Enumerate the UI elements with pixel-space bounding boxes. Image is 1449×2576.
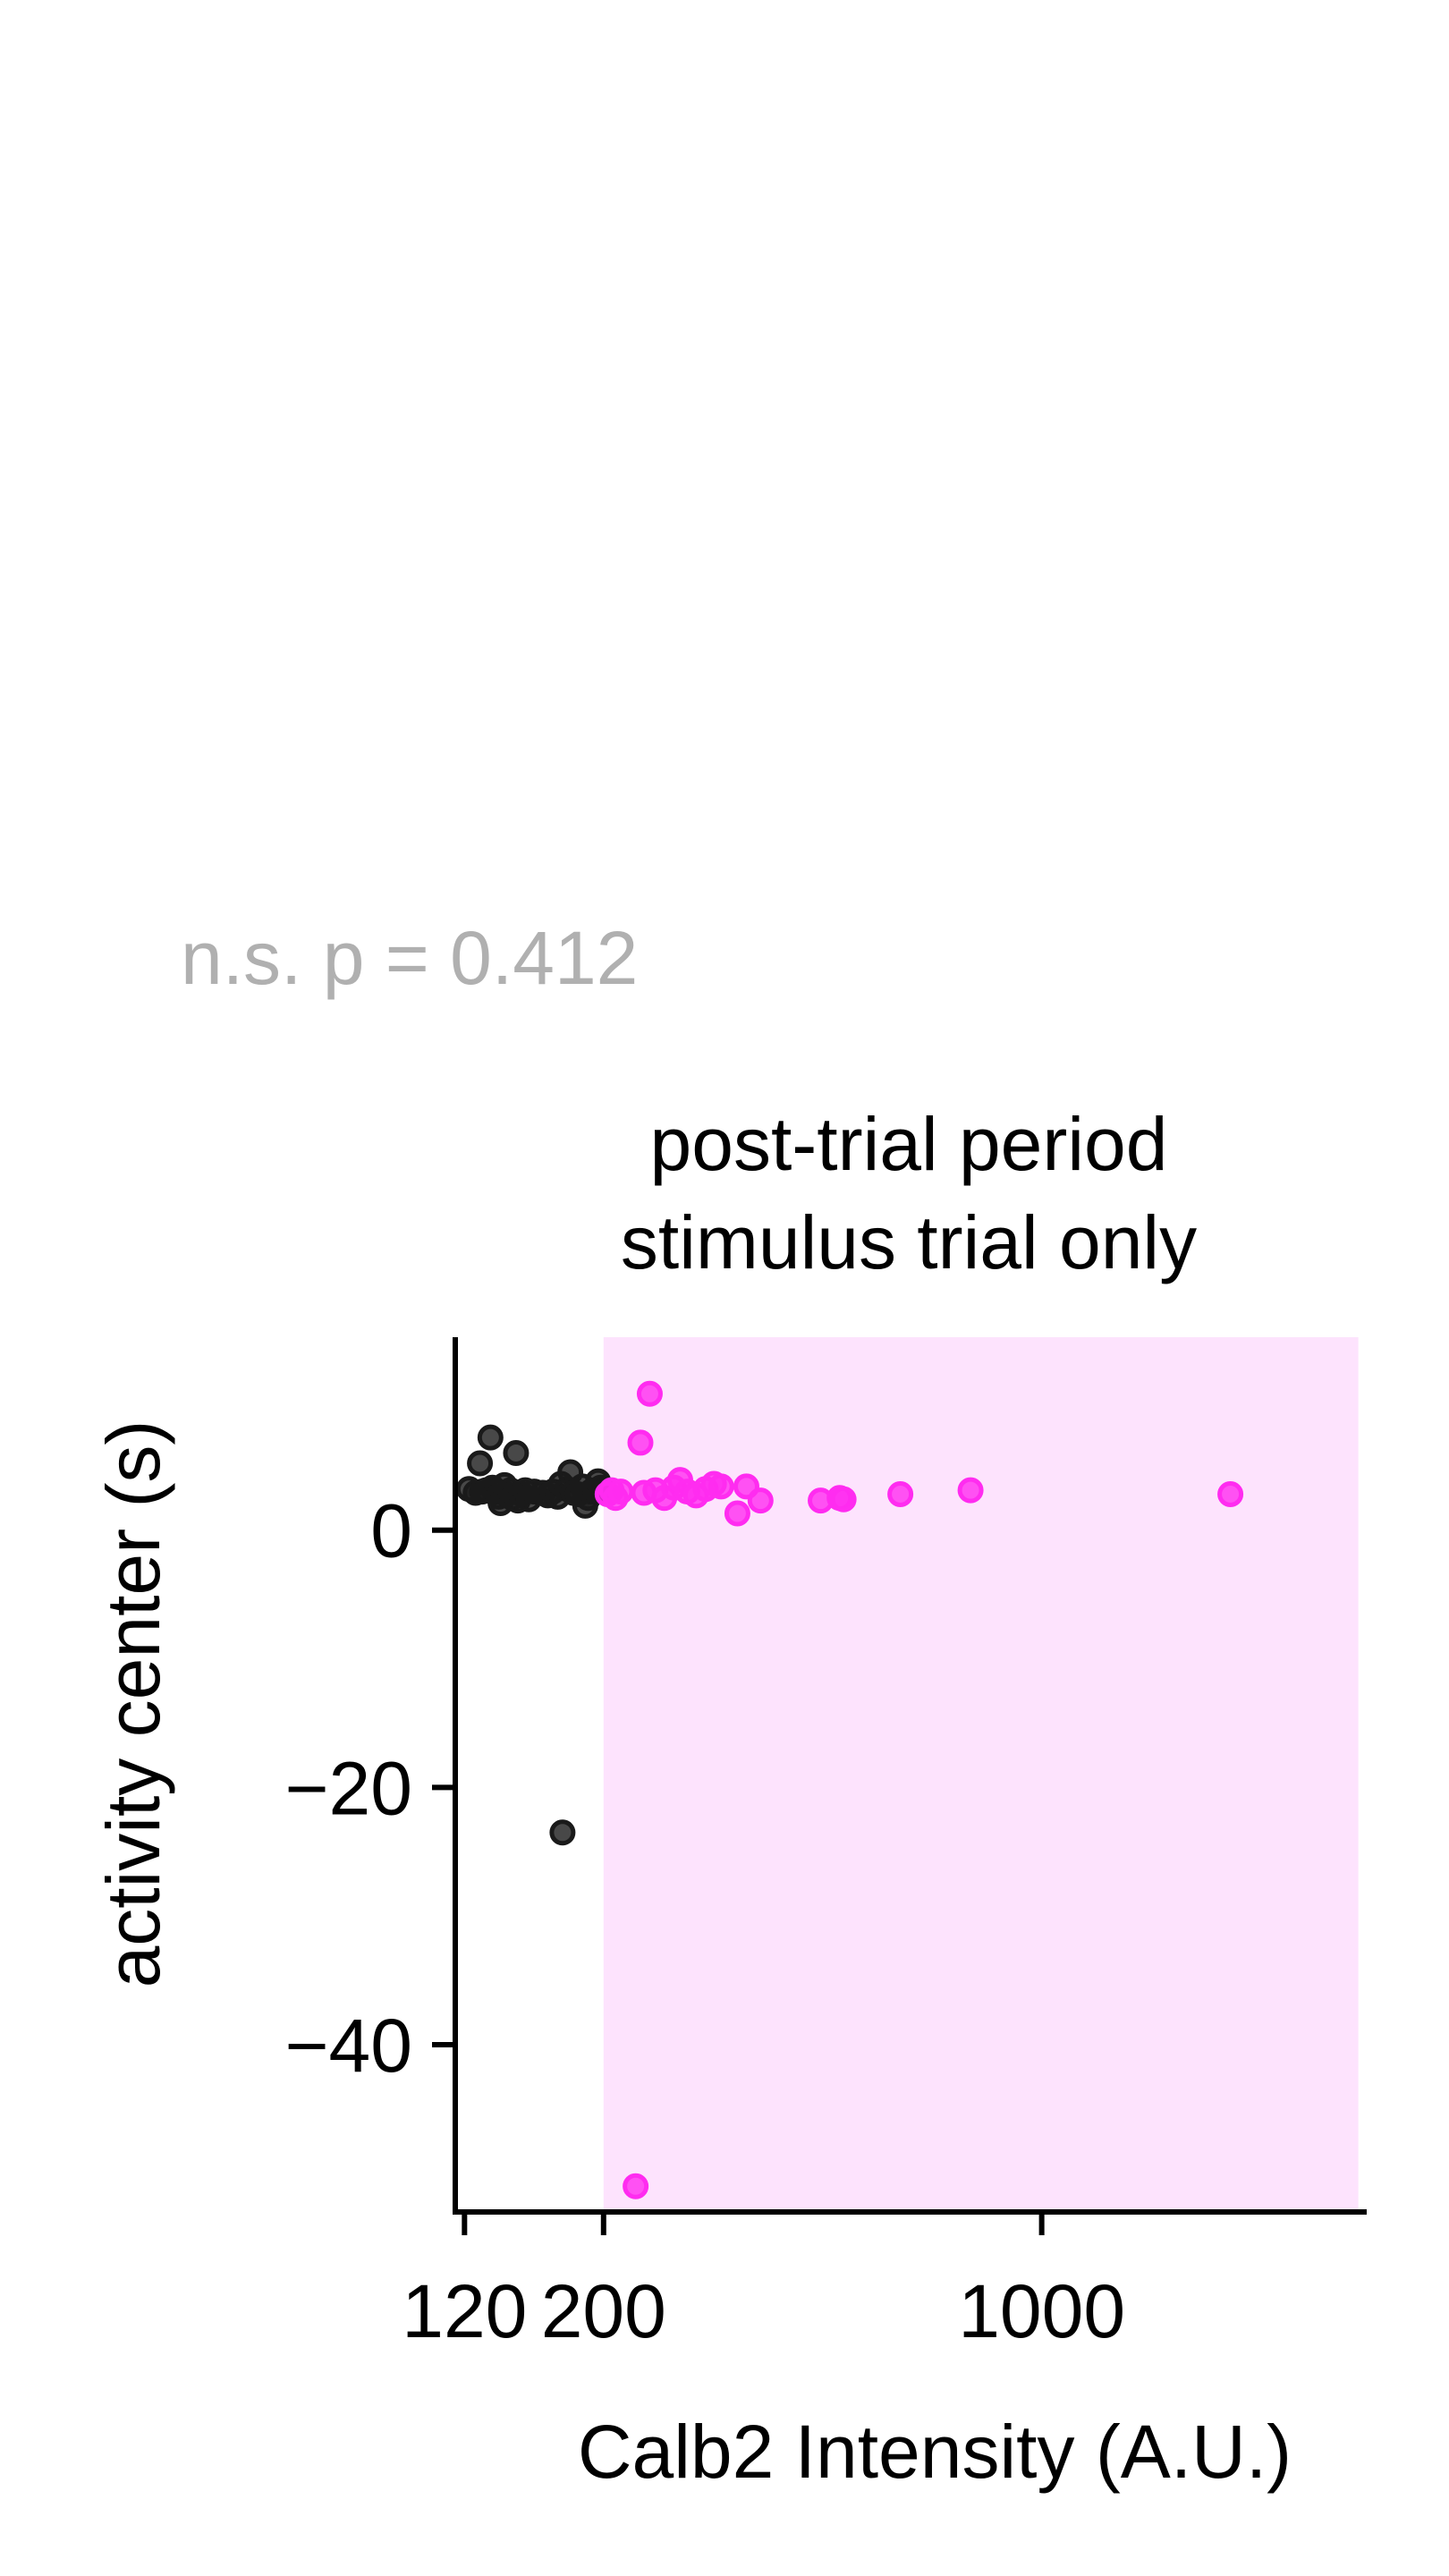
- scatter-point: [636, 1380, 663, 1407]
- y-tick-label: 0: [370, 1489, 412, 1573]
- axis-ticks: 120 200 1000 0 −20 −40: [285, 1489, 1126, 2353]
- x-axis-label: Calb2 Intensity (A.U.): [578, 2410, 1292, 2494]
- scatter-point: [957, 1477, 984, 1504]
- y-tick-label: −40: [285, 2004, 413, 2088]
- scatter-point: [549, 1819, 576, 1846]
- scatter-point: [747, 1487, 774, 1514]
- data-points: [455, 1380, 1244, 2199]
- x-tick-label: 120: [402, 2269, 527, 2353]
- scatter-point: [830, 1486, 857, 1513]
- chart-title-line-1: post-trial period: [650, 1102, 1168, 1186]
- x-tick-label: 1000: [958, 2269, 1125, 2353]
- scatter-point: [708, 1473, 734, 1500]
- x-tick-label: 200: [541, 2269, 666, 2353]
- significance-annotation: n.s. p = 0.412: [181, 916, 638, 1000]
- scatter-point: [1217, 1480, 1244, 1507]
- y-tick-label: −20: [285, 1746, 413, 1830]
- scatter-point: [887, 1480, 914, 1507]
- scatter-point: [467, 1450, 494, 1477]
- scatter-point: [623, 2173, 649, 2199]
- scatter-point: [503, 1439, 530, 1466]
- scatter-point: [724, 1500, 750, 1527]
- highlight-region: [603, 1337, 1359, 2212]
- scatter-point: [627, 1429, 654, 1456]
- scatter-point: [477, 1424, 504, 1451]
- chart-title-line-2: stimulus trial only: [621, 1200, 1197, 1284]
- y-axis-label: activity center (s): [91, 1420, 175, 1988]
- scatter-point: [607, 1479, 634, 1505]
